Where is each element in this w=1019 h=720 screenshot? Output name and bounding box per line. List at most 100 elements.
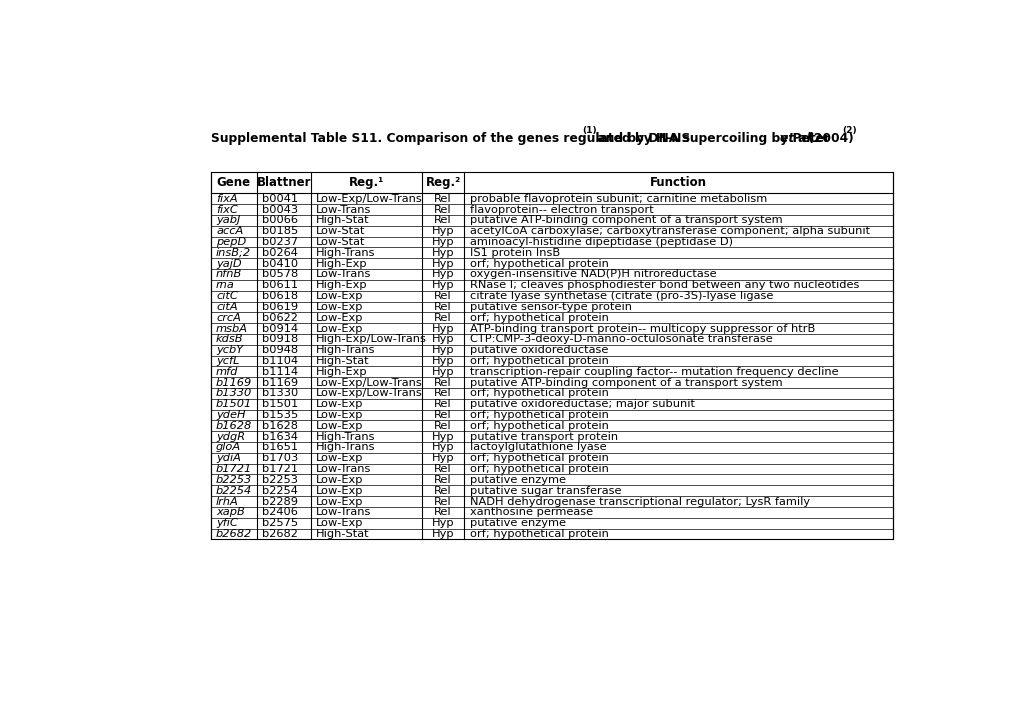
Text: b1628: b1628 (216, 420, 252, 431)
Text: Low-Exp/Low-Trans: Low-Exp/Low-Trans (316, 194, 423, 204)
Text: lactoylglutathione lyase: lactoylglutathione lyase (470, 443, 606, 452)
Text: b2253: b2253 (262, 475, 299, 485)
Text: fixA: fixA (216, 194, 237, 204)
Text: b0041: b0041 (262, 194, 299, 204)
Text: putative sensor-type protein: putative sensor-type protein (470, 302, 631, 312)
Text: (2004): (2004) (803, 132, 853, 145)
Text: Reg.¹: Reg.¹ (348, 176, 383, 189)
Text: Low-Exp/Low-Trans: Low-Exp/Low-Trans (316, 388, 423, 398)
Text: Rel: Rel (434, 475, 451, 485)
Text: crcA: crcA (216, 312, 240, 323)
Text: High-Trans: High-Trans (316, 345, 375, 355)
Text: Low-Trans: Low-Trans (316, 508, 371, 517)
Text: ycfL: ycfL (216, 356, 239, 366)
Text: nfnB: nfnB (216, 269, 243, 279)
Text: Rel: Rel (434, 194, 451, 204)
Text: and by DNA supercoiling by Peter: and by DNA supercoiling by Peter (593, 132, 834, 145)
Text: b2254: b2254 (262, 486, 298, 495)
Text: yajD: yajD (216, 258, 242, 269)
Text: Gene: Gene (216, 176, 251, 189)
Text: High-Trans: High-Trans (316, 443, 375, 452)
Text: Low-Exp: Low-Exp (316, 312, 364, 323)
Text: b0185: b0185 (262, 226, 299, 236)
Text: Hyp: Hyp (431, 258, 454, 269)
Text: b0611: b0611 (262, 280, 299, 290)
Text: b0618: b0618 (262, 291, 299, 301)
Text: yabJ: yabJ (216, 215, 240, 225)
Text: Hyp: Hyp (431, 226, 454, 236)
Text: Low-Exp: Low-Exp (316, 420, 364, 431)
Text: Rel: Rel (434, 464, 451, 474)
Text: Hyp: Hyp (431, 432, 454, 441)
Text: Rel: Rel (434, 302, 451, 312)
Text: High-Stat: High-Stat (316, 356, 370, 366)
Text: b2289: b2289 (262, 497, 299, 506)
Text: High-Exp: High-Exp (316, 258, 368, 269)
Text: putative enzyme: putative enzyme (470, 475, 566, 485)
Text: High-Exp: High-Exp (316, 280, 368, 290)
Text: Low-Exp: Low-Exp (316, 399, 364, 409)
Text: yfiC: yfiC (216, 518, 237, 528)
Text: Rel: Rel (434, 486, 451, 495)
Text: Low-Trans: Low-Trans (316, 204, 371, 215)
Text: b0914: b0914 (262, 323, 299, 333)
Text: Low-Exp: Low-Exp (316, 475, 364, 485)
Text: b1169: b1169 (262, 377, 299, 387)
Text: msbA: msbA (216, 323, 248, 333)
Text: Function: Function (649, 176, 706, 189)
Text: orf; hypothetical protein: orf; hypothetical protein (470, 529, 608, 539)
Text: Rel: Rel (434, 399, 451, 409)
Text: Hyp: Hyp (431, 237, 454, 247)
Text: Hyp: Hyp (431, 443, 454, 452)
Text: b1535: b1535 (262, 410, 299, 420)
Text: xapB: xapB (216, 508, 245, 517)
Bar (210, 172, 892, 539)
Text: High-Trans: High-Trans (316, 432, 375, 441)
Text: Rel: Rel (434, 377, 451, 387)
Text: Low-Trans: Low-Trans (316, 464, 371, 474)
Text: oxygen-insensitive NAD(P)H nitroreductase: oxygen-insensitive NAD(P)H nitroreductas… (470, 269, 715, 279)
Text: b0043: b0043 (262, 204, 299, 215)
Text: b2254: b2254 (216, 486, 252, 495)
Text: b2682: b2682 (262, 529, 298, 539)
Text: Rel: Rel (434, 508, 451, 517)
Text: High-Trans: High-Trans (316, 248, 375, 258)
Text: Low-Exp: Low-Exp (316, 454, 364, 463)
Text: xanthosine permease: xanthosine permease (470, 508, 592, 517)
Text: CTP:CMP-3-deoxy-D-manno-octulosonate transferase: CTP:CMP-3-deoxy-D-manno-octulosonate tra… (470, 334, 771, 344)
Text: kdsB: kdsB (216, 334, 244, 344)
Text: rna: rna (216, 280, 234, 290)
Text: transcription-repair coupling factor-- mutation frequency decline: transcription-repair coupling factor-- m… (470, 366, 838, 377)
Text: Hyp: Hyp (431, 280, 454, 290)
Text: Low-Stat: Low-Stat (316, 237, 366, 247)
Text: Rel: Rel (434, 388, 451, 398)
Text: b1104: b1104 (262, 356, 299, 366)
Text: Rel: Rel (434, 312, 451, 323)
Text: High-Stat: High-Stat (316, 215, 370, 225)
Text: b0264: b0264 (262, 248, 298, 258)
Text: NADH dehydrogenase transcriptional regulator; LysR family: NADH dehydrogenase transcriptional regul… (470, 497, 809, 506)
Text: Blattner: Blattner (257, 176, 311, 189)
Text: putative transport protein: putative transport protein (470, 432, 618, 441)
Text: b0066: b0066 (262, 215, 299, 225)
Text: orf; hypothetical protein: orf; hypothetical protein (470, 464, 608, 474)
Text: b1703: b1703 (262, 454, 299, 463)
Text: Rel: Rel (434, 291, 451, 301)
Text: b1628: b1628 (262, 420, 299, 431)
Text: Hyp: Hyp (431, 356, 454, 366)
Text: flavoprotein-- electron transport: flavoprotein-- electron transport (470, 204, 653, 215)
Text: b2682: b2682 (216, 529, 252, 539)
Text: citrate lyase synthetase (citrate (pro-3S)-lyase ligase: citrate lyase synthetase (citrate (pro-3… (470, 291, 772, 301)
Text: Rel: Rel (434, 204, 451, 215)
Text: b2406: b2406 (262, 508, 298, 517)
Text: (1): (1) (582, 125, 596, 135)
Text: Rel: Rel (434, 497, 451, 506)
Text: b1634: b1634 (262, 432, 299, 441)
Text: High-Exp/Low-Trans: High-Exp/Low-Trans (316, 334, 427, 344)
Text: Low-Exp: Low-Exp (316, 497, 364, 506)
Text: b1330: b1330 (262, 388, 299, 398)
Text: et al: et al (780, 132, 810, 145)
Text: aminoacyl-histidine dipeptidase (peptidase D): aminoacyl-histidine dipeptidase (peptida… (470, 237, 732, 247)
Text: (2): (2) (842, 125, 857, 135)
Text: putative enzyme: putative enzyme (470, 518, 566, 528)
